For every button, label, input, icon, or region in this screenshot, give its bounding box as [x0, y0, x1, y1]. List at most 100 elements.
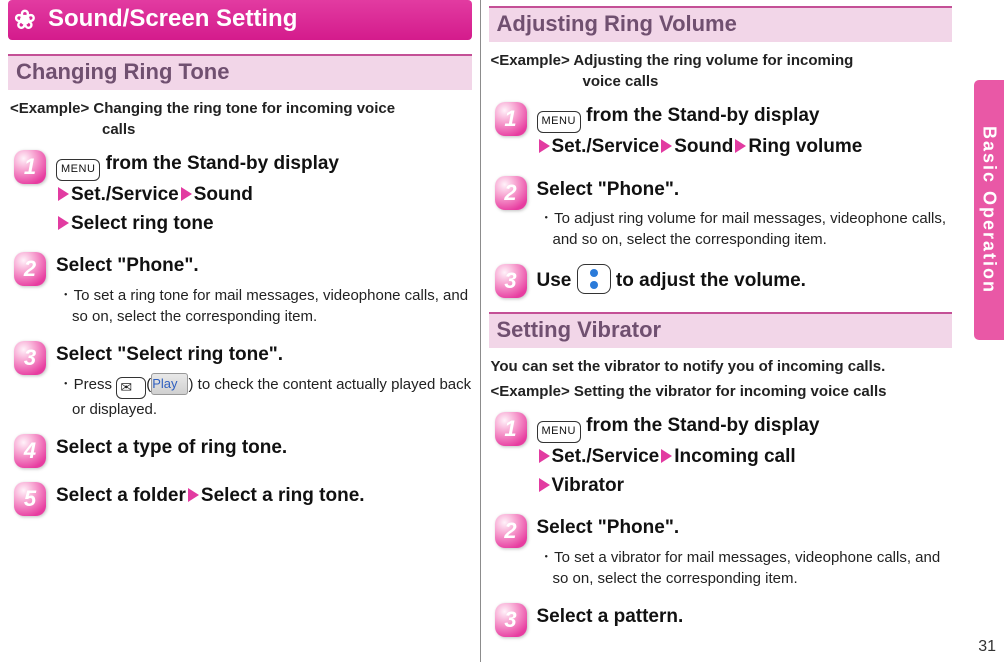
arrow-icon	[539, 449, 550, 463]
step-title: Select a folder Select a ring tone.	[56, 482, 472, 511]
step-body: MENU from the Stand-by display Set./Serv…	[56, 150, 472, 238]
step-bullet: ･ To adjust ring volume for mail message…	[537, 208, 953, 250]
arrow-icon	[58, 216, 69, 230]
text: from the Stand-by display	[100, 153, 339, 174]
step-bullet: ･ Press (Play) to check the content actu…	[56, 373, 472, 420]
step-row: 1 MENU from the Stand-by display Set./Se…	[14, 150, 472, 238]
step-body: Select "Select ring tone". ･ Press (Play…	[56, 341, 472, 421]
page-number: 31	[978, 638, 996, 656]
step-row: 1 MENU from the Stand-by display Set./Se…	[495, 412, 953, 500]
example-cont: calls	[10, 119, 472, 140]
text: to adjust the volume.	[611, 270, 806, 291]
step-row: 3 Use to adjust the volume.	[495, 264, 953, 298]
step-row: 2 Select "Phone". ･ To set a vibrator fo…	[495, 514, 953, 589]
step-row: 3 Select a pattern.	[495, 603, 953, 637]
text: from the Stand-by display	[581, 415, 820, 436]
text: ･ Press	[62, 376, 116, 393]
arrow-icon	[661, 449, 672, 463]
right-sidebar: Basic Operation 31	[960, 0, 1004, 662]
left-column: ❀ Sound/Screen Setting Changing Ring Ton…	[0, 0, 480, 662]
step-number-4: 4	[14, 434, 46, 468]
text: Ring volume	[748, 136, 862, 157]
arrow-icon	[539, 478, 550, 492]
text: Set./Service	[552, 446, 660, 467]
step-bullet: ･ To set a ring tone for mail messages, …	[56, 285, 472, 327]
step-title: MENU from the Stand-by display Set./Serv…	[56, 150, 472, 238]
arrow-icon	[58, 187, 69, 201]
step-title: MENU from the Stand-by display Set./Serv…	[537, 412, 953, 500]
step-number-3: 3	[495, 264, 527, 298]
step-number-1: 1	[495, 102, 527, 136]
step-number-2: 2	[495, 176, 527, 210]
text: Incoming call	[674, 446, 795, 467]
arrow-icon	[539, 139, 550, 153]
section-heading: Adjusting Ring Volume	[497, 11, 737, 36]
step-body: MENU from the Stand-by display Set./Serv…	[537, 412, 953, 500]
step-number-5: 5	[14, 482, 46, 516]
example-text: <Example> Setting the vibrator for incom…	[491, 381, 953, 402]
flower-icon: ❀	[14, 5, 36, 36]
step-body: Select "Phone". ･ To adjust ring volume …	[537, 176, 953, 251]
menu-key-icon: MENU	[537, 421, 581, 443]
text: Use	[537, 270, 577, 291]
step-title: Select "Phone".	[56, 252, 472, 281]
step-row: 2 Select "Phone". ･ To set a ring tone f…	[14, 252, 472, 327]
step-body: Use to adjust the volume.	[537, 264, 953, 298]
step-title: Select a pattern.	[537, 603, 953, 632]
step-number-1: 1	[495, 412, 527, 446]
menu-key-icon: MENU	[537, 111, 581, 133]
section-heading: Setting Vibrator	[497, 317, 662, 342]
arrow-icon	[188, 488, 199, 502]
step-body: Select "Phone". ･ To set a vibrator for …	[537, 514, 953, 589]
example-cont: voice calls	[491, 71, 953, 92]
text: Vibrator	[552, 475, 625, 496]
step-title: Select "Phone".	[537, 514, 953, 543]
step-number-3: 3	[14, 341, 46, 375]
arrow-icon	[181, 187, 192, 201]
example-lead: <Example> Adjusting the ring volume for …	[491, 52, 854, 69]
step-bullet: ･ To set a vibrator for mail messages, v…	[537, 547, 953, 589]
section-changing-ring-tone: Changing Ring Tone	[8, 54, 472, 90]
example-text: <Example> Adjusting the ring volume for …	[491, 50, 953, 92]
main-title-bar: ❀ Sound/Screen Setting	[8, 0, 472, 40]
section-setting-vibrator: Setting Vibrator	[489, 312, 953, 348]
step-title: Select "Select ring tone".	[56, 341, 472, 370]
step-title: Select "Phone".	[537, 176, 953, 205]
text: Sound	[194, 184, 253, 205]
text: Sound	[674, 136, 733, 157]
section-intro: You can set the vibrator to notify you o…	[491, 356, 953, 377]
text: Select ring tone	[71, 213, 214, 234]
arrow-icon	[661, 139, 672, 153]
main-title-text: Sound/Screen Setting	[48, 5, 297, 33]
step-body: Select a folder Select a ring tone.	[56, 482, 472, 516]
step-body: MENU from the Stand-by display Set./Serv…	[537, 102, 953, 162]
step-title: Select a type of ring tone.	[56, 434, 472, 463]
text: from the Stand-by display	[581, 105, 820, 126]
section-heading: Changing Ring Tone	[16, 59, 229, 84]
step-row: 2 Select "Phone". ･ To adjust ring volum…	[495, 176, 953, 251]
step-body: Select a type of ring tone.	[56, 434, 472, 468]
example-text: <Example> Changing the ring tone for inc…	[10, 98, 472, 140]
step-row: 1 MENU from the Stand-by display Set./Se…	[495, 102, 953, 162]
text: Select a folder	[56, 485, 186, 506]
text: Set./Service	[552, 136, 660, 157]
step-title: Use to adjust the volume.	[537, 264, 953, 296]
step-number-2: 2	[14, 252, 46, 286]
step-number-2: 2	[495, 514, 527, 548]
side-tab: Basic Operation	[974, 80, 1004, 340]
step-number-1: 1	[14, 150, 46, 184]
side-tab-label: Basic Operation	[979, 126, 1000, 294]
mail-key-icon	[116, 377, 146, 399]
step-row: 5 Select a folder Select a ring tone.	[14, 482, 472, 516]
section-adjusting-ring-volume: Adjusting Ring Volume	[489, 6, 953, 42]
step-row: 3 Select "Select ring tone". ･ Press (Pl…	[14, 341, 472, 421]
example-lead: <Example> Changing the ring tone for inc…	[10, 100, 395, 117]
step-number-3: 3	[495, 603, 527, 637]
text: Select a ring tone.	[201, 485, 365, 506]
step-row: 4 Select a type of ring tone.	[14, 434, 472, 468]
right-column: Adjusting Ring Volume <Example> Adjustin…	[480, 0, 961, 662]
arrow-icon	[735, 139, 746, 153]
page: ❀ Sound/Screen Setting Changing Ring Ton…	[0, 0, 960, 662]
play-button-label: Play	[151, 373, 188, 395]
step-body: Select a pattern.	[537, 603, 953, 637]
